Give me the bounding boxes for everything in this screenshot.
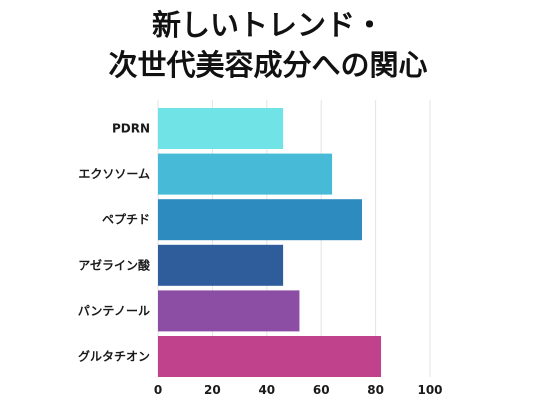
category-label: アゼライン酸: [78, 257, 151, 272]
x-tick-label: 0: [154, 383, 162, 397]
bar: [158, 153, 333, 195]
category-label: PDRN: [112, 122, 150, 136]
chart-title-line-1: 新しいトレンド・: [151, 8, 384, 42]
category-label: グルタチオン: [78, 349, 150, 364]
x-tick-label: 100: [417, 383, 442, 397]
category-label: パンテノール: [78, 304, 150, 318]
bar: [158, 199, 362, 241]
x-tick-label: 60: [313, 383, 330, 397]
category-label: ペプチド: [102, 212, 150, 227]
bar: [158, 108, 284, 149]
bar: [158, 244, 284, 286]
chart-title-line-2: 次世代美容成分への関心: [108, 48, 428, 82]
bar: [158, 336, 382, 377]
category-label: エクソソーム: [78, 167, 150, 181]
x-tick-label: 40: [258, 383, 275, 397]
bar: [158, 290, 300, 332]
x-tick-label: 80: [367, 383, 384, 397]
x-tick-label: 20: [204, 383, 221, 397]
